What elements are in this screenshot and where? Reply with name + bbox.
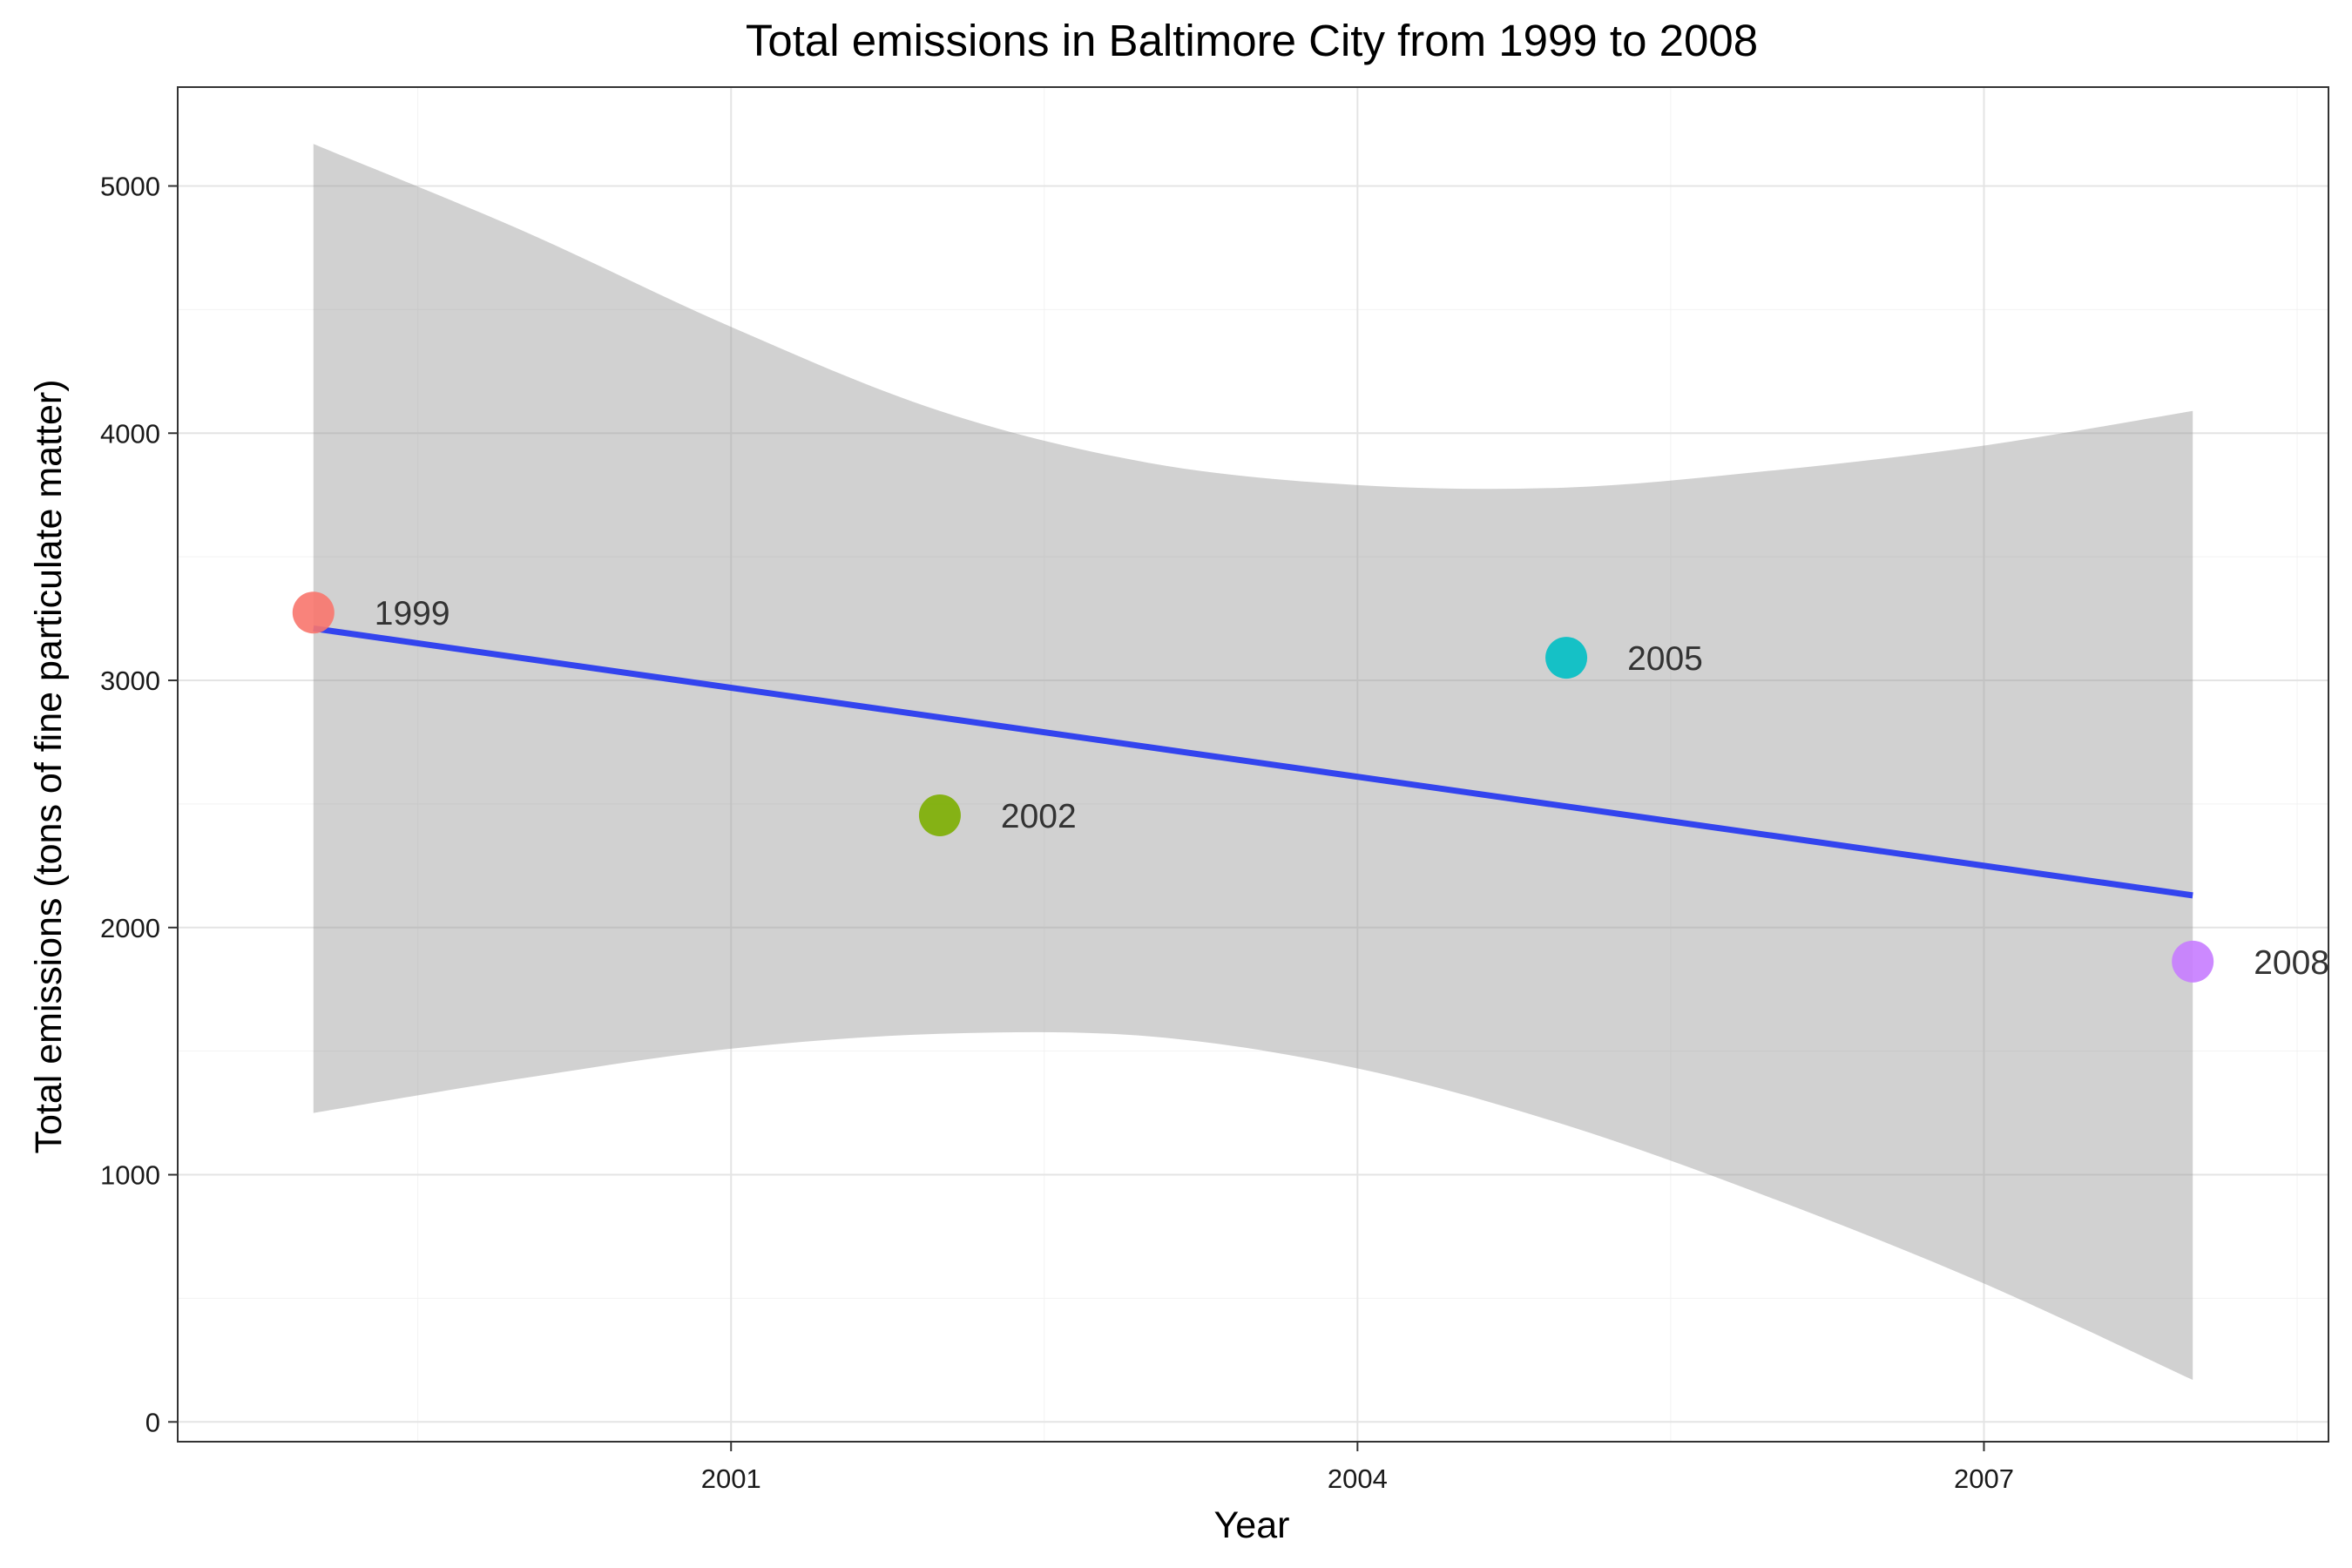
plot-panel-border <box>177 86 2329 1443</box>
y-tick-label-5000: 5000 <box>100 172 160 202</box>
data-point-2008 <box>2172 940 2214 983</box>
x-axis-title: Year <box>1214 1504 1290 1546</box>
chart-title: Total emissions in Baltimore City from 1… <box>746 16 1758 65</box>
x-tick-label-2007: 2007 <box>1954 1463 2014 1494</box>
point-label-2008: 2008 <box>2254 944 2329 982</box>
y-tick-label-0: 0 <box>145 1407 160 1437</box>
y-tick-label-1000: 1000 <box>100 1160 160 1191</box>
data-point-1999 <box>292 591 335 634</box>
data-points <box>292 591 2214 983</box>
y-axis-title: Total emissions (tons of fine particulat… <box>28 379 70 1153</box>
data-point-2002 <box>918 794 961 836</box>
x-axis: 2001 2004 2007 <box>701 1442 2014 1494</box>
y-tick-label-4000: 4000 <box>100 418 160 449</box>
y-tick-label-2000: 2000 <box>100 913 160 943</box>
major-gridlines <box>178 87 2328 1442</box>
point-label-2005: 2005 <box>1627 640 1703 678</box>
trend-line <box>313 625 2193 899</box>
x-tick-label-2004: 2004 <box>1328 1463 1388 1494</box>
point-label-2002: 2002 <box>1001 798 1077 835</box>
y-axis: 0 1000 2000 3000 4000 5000 <box>100 172 178 1437</box>
data-point-2005 <box>1545 637 1588 679</box>
y-tick-label-3000: 3000 <box>100 666 160 696</box>
point-labels: 1999 2002 2005 2008 <box>375 595 2329 982</box>
point-label-1999: 1999 <box>375 595 450 632</box>
x-tick-label-2001: 2001 <box>701 1463 761 1494</box>
minor-gridlines <box>178 87 2328 1442</box>
